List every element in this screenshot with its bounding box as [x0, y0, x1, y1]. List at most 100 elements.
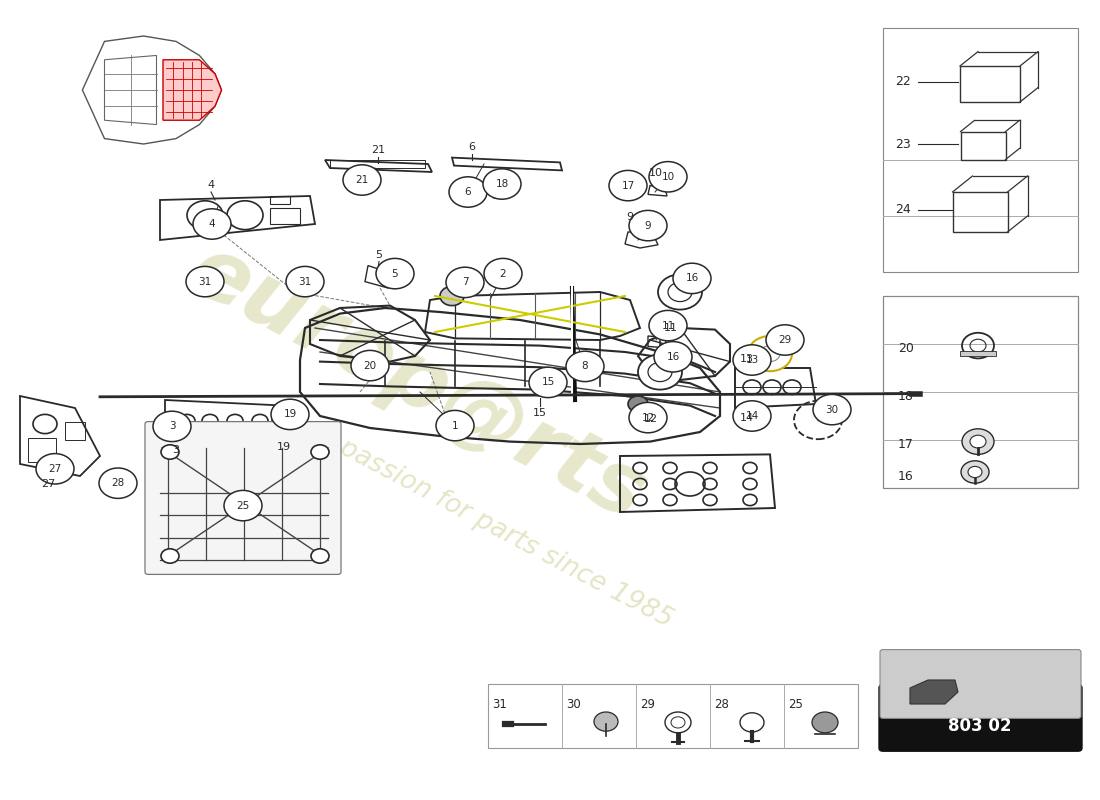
Circle shape: [446, 267, 484, 298]
Text: 15: 15: [541, 378, 554, 387]
Text: a passion for parts since 1985: a passion for parts since 1985: [314, 423, 676, 633]
Circle shape: [161, 445, 179, 459]
Text: 31: 31: [298, 277, 311, 286]
Text: 30: 30: [566, 698, 582, 710]
Text: 12: 12: [641, 413, 654, 422]
Circle shape: [970, 435, 986, 448]
Circle shape: [968, 466, 982, 478]
Circle shape: [224, 490, 262, 521]
Circle shape: [638, 354, 682, 390]
Circle shape: [658, 274, 702, 310]
Text: 4: 4: [209, 219, 216, 229]
Circle shape: [311, 549, 329, 563]
Text: 18: 18: [898, 390, 914, 402]
Text: 18: 18: [495, 179, 508, 189]
Circle shape: [566, 351, 604, 382]
Bar: [285, 414, 297, 430]
Circle shape: [649, 310, 688, 341]
Text: 15: 15: [534, 408, 547, 418]
Bar: [270, 208, 300, 224]
Polygon shape: [910, 680, 958, 704]
Text: 21: 21: [355, 175, 368, 185]
Bar: [883, 296, 1078, 488]
Circle shape: [161, 549, 179, 563]
FancyBboxPatch shape: [879, 685, 1082, 751]
Circle shape: [311, 445, 329, 459]
Text: 28: 28: [715, 698, 729, 710]
Circle shape: [271, 399, 309, 430]
Circle shape: [962, 429, 994, 454]
Circle shape: [484, 258, 522, 289]
Circle shape: [629, 402, 667, 433]
Bar: [953, 192, 1008, 232]
Text: 803 02: 803 02: [948, 718, 1012, 735]
Text: 11: 11: [664, 323, 678, 333]
Text: europ@rts: europ@rts: [176, 229, 660, 539]
Text: 3: 3: [168, 422, 175, 431]
Text: 22: 22: [895, 75, 911, 88]
Text: 29: 29: [779, 335, 792, 345]
Text: 4: 4: [208, 180, 214, 190]
Text: 10: 10: [661, 172, 674, 182]
Text: 16: 16: [667, 352, 680, 362]
Circle shape: [192, 209, 231, 239]
Text: 16: 16: [685, 274, 698, 283]
Circle shape: [594, 712, 618, 731]
Text: 21: 21: [371, 145, 385, 155]
Text: 29: 29: [640, 698, 656, 710]
Text: 9: 9: [626, 212, 634, 222]
Bar: [960, 131, 1005, 160]
Text: 5: 5: [375, 250, 383, 260]
Circle shape: [153, 411, 191, 442]
Circle shape: [440, 286, 464, 306]
Circle shape: [748, 336, 792, 371]
Text: 13: 13: [740, 354, 754, 364]
Circle shape: [628, 396, 648, 412]
Text: 7: 7: [462, 278, 469, 287]
Circle shape: [766, 325, 804, 355]
FancyBboxPatch shape: [145, 422, 341, 574]
Circle shape: [436, 410, 474, 441]
Text: 14: 14: [740, 413, 755, 422]
Text: 20: 20: [898, 342, 914, 354]
Text: 16: 16: [898, 470, 914, 482]
Text: 23: 23: [895, 138, 911, 150]
Text: 17: 17: [898, 438, 914, 450]
Text: 12: 12: [644, 414, 658, 424]
Circle shape: [733, 401, 771, 431]
Bar: [883, 28, 1078, 272]
Text: 24: 24: [895, 203, 911, 216]
Text: 28: 28: [111, 478, 124, 488]
Text: 27: 27: [41, 479, 55, 489]
Text: 25: 25: [789, 698, 803, 710]
Text: 19: 19: [284, 410, 297, 419]
Bar: [960, 66, 1020, 102]
Bar: [488, 684, 858, 748]
Text: 10: 10: [649, 168, 663, 178]
Text: 5: 5: [392, 269, 398, 278]
Text: 8: 8: [582, 362, 588, 371]
Circle shape: [286, 266, 324, 297]
Circle shape: [961, 461, 989, 483]
Text: 30: 30: [825, 405, 838, 414]
Circle shape: [812, 712, 838, 733]
Circle shape: [376, 258, 414, 289]
Text: 13: 13: [746, 355, 759, 365]
Text: 11: 11: [661, 321, 674, 330]
Circle shape: [629, 210, 667, 241]
Bar: [960, 351, 996, 356]
Circle shape: [529, 367, 566, 398]
Circle shape: [649, 162, 688, 192]
Text: 3: 3: [173, 445, 179, 454]
Circle shape: [654, 342, 692, 372]
Bar: [28, 438, 56, 462]
Circle shape: [813, 394, 851, 425]
Circle shape: [609, 170, 647, 201]
Text: 17: 17: [621, 181, 635, 190]
Text: 27: 27: [48, 464, 62, 474]
Circle shape: [343, 165, 381, 195]
Text: 31: 31: [198, 277, 211, 286]
Bar: [270, 196, 290, 204]
Text: 1: 1: [452, 421, 459, 430]
Circle shape: [673, 263, 711, 294]
